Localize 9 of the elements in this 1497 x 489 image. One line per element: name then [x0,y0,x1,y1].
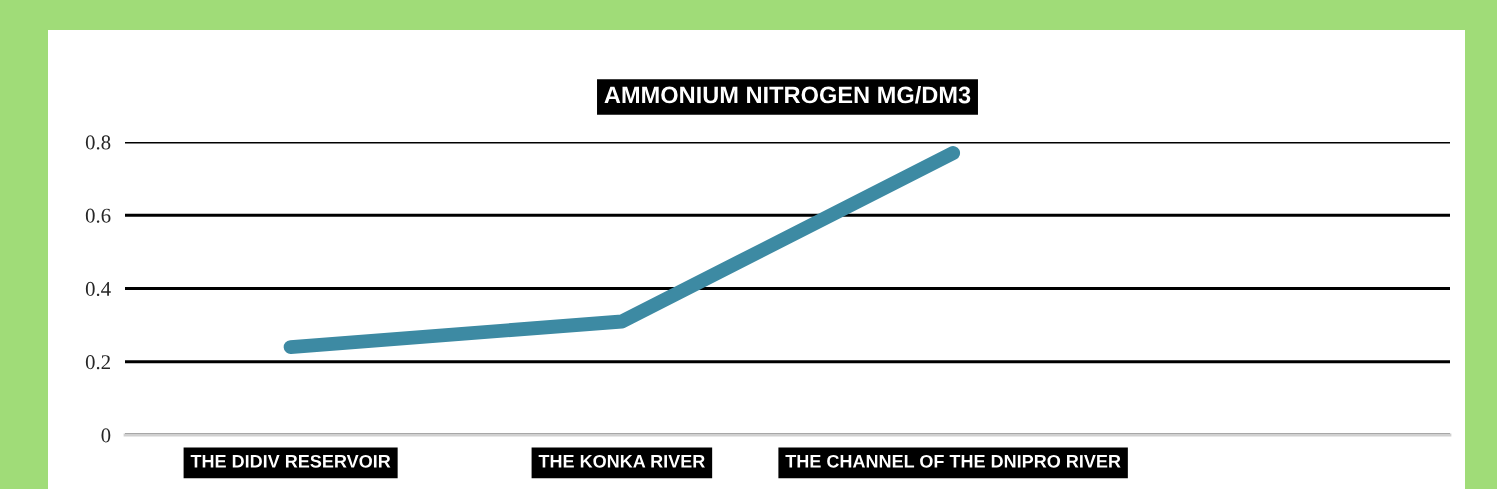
chart-title: AMMONIUM NITROGEN MG/DM3 [604,86,971,104]
y-tick-label: 0.4 [85,281,111,297]
y-tick-label: 0.2 [85,355,110,370]
y-tick-label: 0.6 [85,208,111,223]
x-tick-label: THE CHANNEL OF THE DNIPRO RIVER [785,454,1121,468]
y-tick-label: 0 [101,428,111,443]
x-tick-label: THE KONKA RIVER [538,454,705,468]
x-tick-label: THE DIDIV RESERVOIR [190,454,391,468]
y-tick-label: 0.8 [85,135,111,150]
